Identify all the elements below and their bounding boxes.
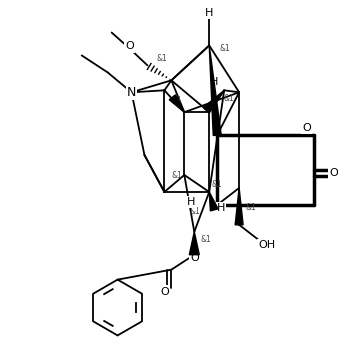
- Text: H: H: [187, 197, 195, 207]
- Text: &1: &1: [156, 54, 167, 63]
- Text: &1: &1: [201, 235, 212, 244]
- Polygon shape: [235, 188, 243, 225]
- Polygon shape: [209, 192, 218, 211]
- Text: &1: &1: [224, 94, 235, 103]
- Text: &1: &1: [190, 207, 201, 216]
- Text: &1: &1: [246, 203, 257, 212]
- Text: H: H: [205, 8, 213, 18]
- Text: OH: OH: [259, 240, 275, 250]
- Polygon shape: [203, 90, 224, 113]
- Text: O: O: [125, 41, 134, 51]
- Text: &1: &1: [212, 181, 223, 189]
- Polygon shape: [169, 95, 184, 112]
- Text: N: N: [127, 86, 136, 99]
- Polygon shape: [189, 232, 199, 255]
- Text: &1: &1: [172, 96, 183, 105]
- Text: O: O: [303, 123, 311, 133]
- Text: H: H: [210, 77, 218, 88]
- Text: &1: &1: [220, 44, 231, 53]
- Text: O: O: [330, 168, 338, 178]
- Text: H: H: [217, 203, 225, 213]
- Polygon shape: [209, 46, 221, 135]
- Text: O: O: [190, 253, 199, 263]
- Text: O: O: [160, 287, 169, 296]
- Text: &1: &1: [172, 170, 183, 180]
